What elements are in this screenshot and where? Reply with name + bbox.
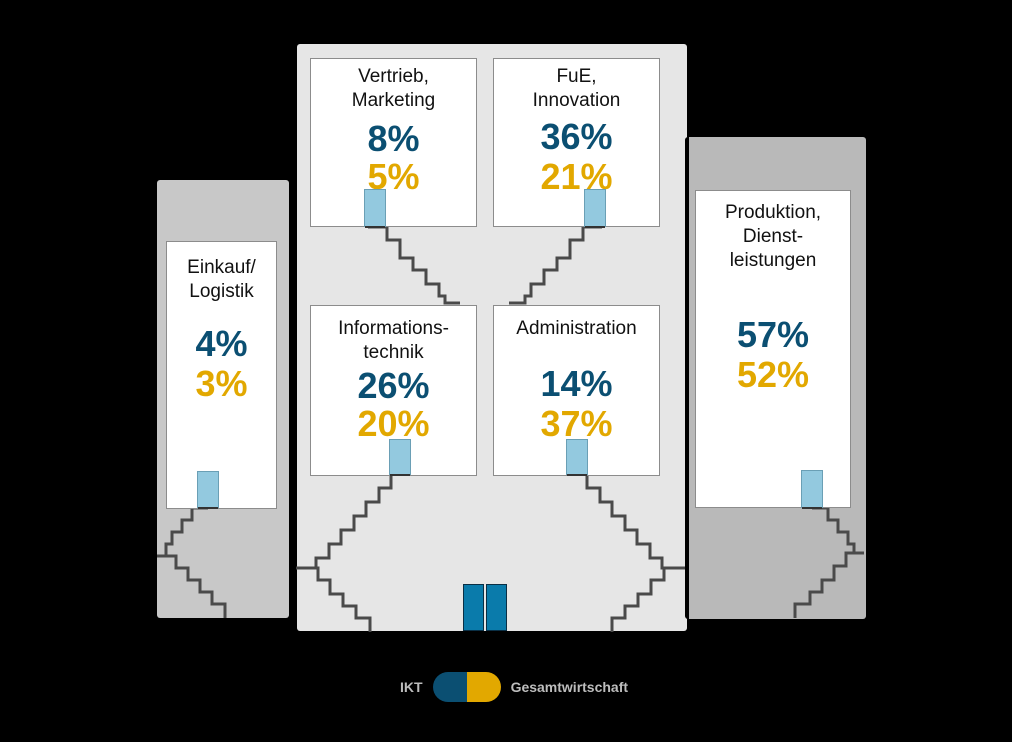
stair-admin-lower [610, 566, 685, 632]
room-label: Vertrieb, Marketing [351, 66, 436, 111]
room-label: Informations- technik [338, 318, 449, 363]
main-entrance-door [463, 584, 507, 631]
ikt-share: 14% [540, 363, 613, 404]
stair-einkauf-lower [157, 554, 227, 618]
gesamt-share: 37% [540, 403, 613, 444]
gesamt-share: 21% [540, 156, 613, 197]
stair-fue [509, 225, 602, 305]
room-einkauf-logistik: Einkauf/ Logistik 4% 3% [166, 241, 277, 509]
ikt-share: 8% [367, 118, 420, 159]
stair-it-upper [296, 472, 409, 570]
legend-label-gesamt: Gesamtwirtschaft [510, 679, 629, 695]
door-admin [566, 439, 588, 476]
door-leaf-right [486, 584, 507, 631]
door-einkauf [197, 471, 219, 509]
stair-vertrieb [368, 225, 460, 305]
door-fue [584, 189, 606, 228]
ikt-share: 36% [540, 116, 613, 157]
ikt-share: 57% [736, 314, 810, 355]
legend: IKT Gesamtwirtschaft [400, 672, 628, 702]
room-fue-innovation: FuE, Innovation 36% 21% [493, 58, 660, 227]
gesamt-share: 3% [195, 363, 248, 404]
stair-it-lower [296, 566, 372, 632]
legend-label-ikt: IKT [400, 679, 423, 695]
room-vertrieb-marketing: Vertrieb, Marketing 8% 5% [310, 58, 477, 227]
gesamt-share: 5% [367, 156, 420, 197]
room-label: Produktion, Dienst- leistungen [724, 202, 822, 271]
room-label: Administration [516, 318, 637, 339]
door-it [389, 439, 411, 476]
gesamt-share: 52% [736, 354, 810, 395]
legend-swatch-gesamt [466, 672, 501, 702]
stair-produktion-upper [812, 506, 864, 555]
ikt-share: 26% [357, 365, 430, 406]
room-label: FuE, Innovation [532, 66, 621, 111]
gesamt-share: 20% [357, 403, 430, 444]
stair-admin-upper [569, 472, 685, 570]
legend-swatch-ikt [432, 672, 467, 702]
stair-produktion-lower [793, 551, 864, 618]
room-produktion-dienstleistungen: Produktion, Dienst- leistungen 57% 52% [695, 190, 851, 508]
legend-swatch [432, 672, 501, 702]
ikt-share: 4% [195, 323, 248, 364]
door-produktion [801, 470, 823, 509]
stair-einkauf-upper [157, 506, 208, 558]
room-label: Einkauf/ Logistik [187, 257, 256, 302]
door-leaf-left [463, 584, 484, 631]
door-vertrieb [364, 189, 386, 228]
